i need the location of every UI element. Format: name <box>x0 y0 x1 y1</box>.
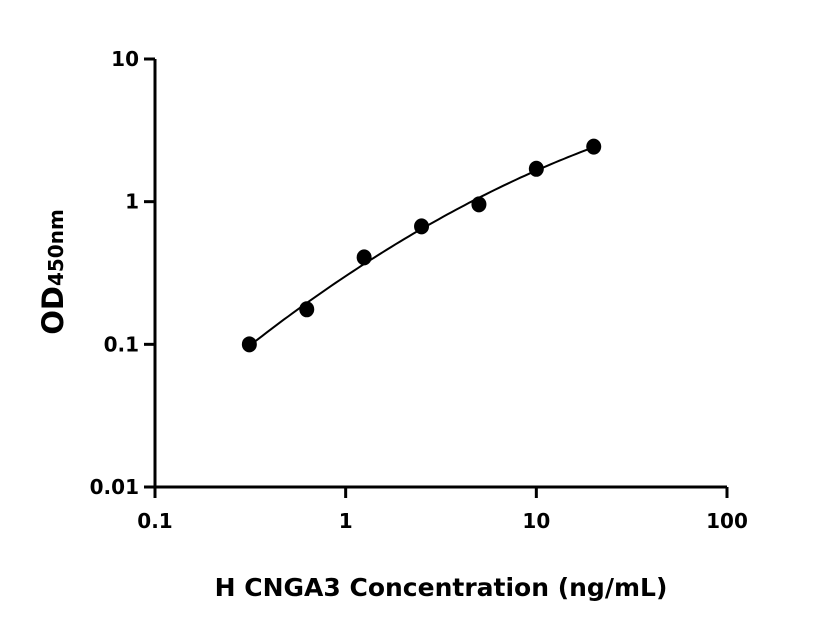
y-tick-label: 1 <box>125 190 139 214</box>
x-tick-label: 1 <box>339 509 353 533</box>
fit-curve <box>248 146 595 347</box>
data-point <box>299 301 315 318</box>
y-tick-label: 0.01 <box>90 475 139 499</box>
data-points <box>241 138 602 353</box>
x-tick-label: 0.1 <box>137 509 172 533</box>
y-axis-label-main: OD <box>36 286 70 335</box>
data-point <box>586 138 602 155</box>
x-tick-label: 100 <box>706 509 748 533</box>
data-point <box>528 160 544 177</box>
axes: 0.1 1 10 100 0.01 0.1 1 10 <box>90 47 748 533</box>
y-tick-label: 10 <box>111 47 139 71</box>
x-tick-label: 10 <box>522 509 550 533</box>
data-point <box>241 336 257 353</box>
y-axis-label: OD450nm <box>36 209 70 335</box>
data-point <box>414 218 430 235</box>
x-axis-label: H CNGA3 Concentration (ng/mL) <box>215 573 668 602</box>
data-point <box>356 249 372 266</box>
y-tick-label: 0.1 <box>104 332 139 356</box>
data-point <box>471 196 487 213</box>
y-axis-label-subscript: 450nm <box>44 209 68 286</box>
